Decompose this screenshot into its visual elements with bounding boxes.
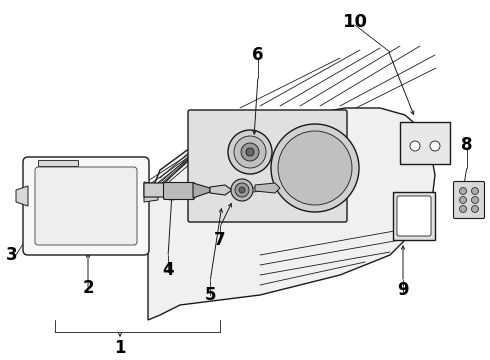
Text: 4: 4 [162, 261, 174, 279]
Polygon shape [144, 182, 158, 202]
FancyBboxPatch shape [454, 181, 485, 219]
FancyBboxPatch shape [35, 167, 137, 245]
Polygon shape [193, 183, 210, 198]
Polygon shape [38, 160, 78, 166]
Text: 1: 1 [114, 339, 126, 357]
Text: 3: 3 [6, 246, 18, 264]
Polygon shape [255, 183, 280, 193]
FancyBboxPatch shape [397, 196, 431, 236]
Circle shape [471, 206, 479, 212]
Circle shape [239, 187, 245, 193]
Circle shape [278, 131, 352, 205]
Text: 9: 9 [397, 281, 409, 299]
Circle shape [460, 188, 466, 194]
Text: 2: 2 [82, 279, 94, 297]
Circle shape [471, 188, 479, 194]
Text: 6: 6 [252, 46, 264, 64]
Circle shape [430, 141, 440, 151]
FancyBboxPatch shape [23, 157, 149, 255]
Text: 10: 10 [343, 13, 368, 31]
Circle shape [246, 148, 254, 156]
FancyBboxPatch shape [393, 192, 435, 240]
Polygon shape [210, 185, 232, 195]
Circle shape [234, 136, 266, 168]
Circle shape [460, 206, 466, 212]
Circle shape [231, 179, 253, 201]
Text: 8: 8 [461, 136, 473, 154]
Polygon shape [144, 183, 168, 197]
Circle shape [271, 124, 359, 212]
FancyBboxPatch shape [188, 110, 347, 222]
Circle shape [471, 197, 479, 203]
Circle shape [241, 143, 259, 161]
Circle shape [228, 130, 272, 174]
FancyBboxPatch shape [164, 183, 195, 199]
Text: 5: 5 [204, 286, 216, 304]
FancyBboxPatch shape [400, 122, 450, 164]
Circle shape [460, 197, 466, 203]
Circle shape [410, 141, 420, 151]
Circle shape [235, 183, 249, 197]
Text: 7: 7 [214, 231, 226, 249]
Polygon shape [16, 186, 28, 206]
Polygon shape [148, 108, 435, 320]
